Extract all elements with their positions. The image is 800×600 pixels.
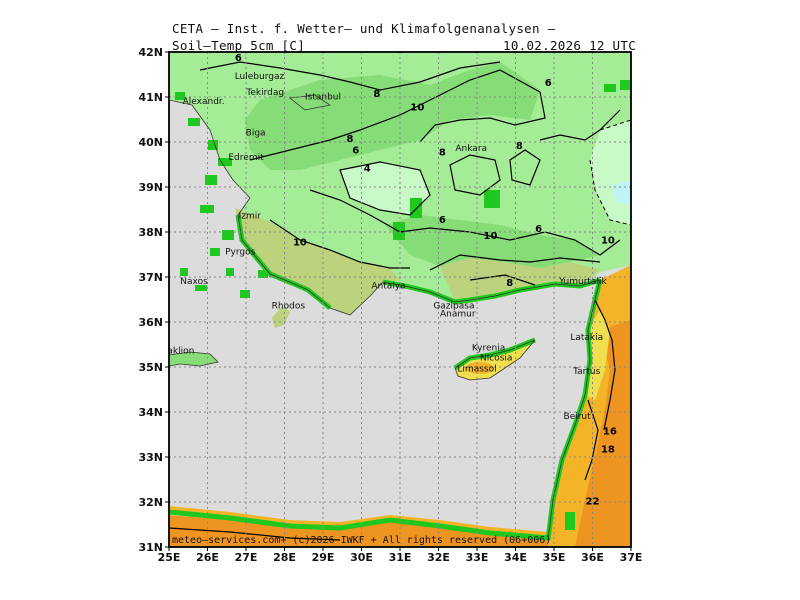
lon-tick-label: 31E [389,551,412,564]
lon-tick-label: 33E [466,551,489,564]
place-label: Istanbul [305,92,341,102]
lat-tick-label: 36N [138,316,163,329]
place-label: Latakia [570,333,603,343]
isotherm-label: 6 [235,53,242,64]
lon-tick-label: 30E [350,551,373,564]
lon-tick-label: 25E [158,551,181,564]
place-label: Edremit [228,153,264,163]
lat-tick-label: 35N [138,361,163,374]
map-body: Luleburgaz Tekirdag Istanbul Alexandr. Biga E… [151,52,631,547]
cyprus-warm-core [466,362,494,374]
isotherm-label: 10 [484,231,498,242]
crete-land [169,352,218,366]
place-label: Luleburgaz [235,72,285,82]
place-label: Ankara [455,144,487,154]
lat-tick-label: 38N [138,226,163,239]
lon-tick-label: 32E [427,551,450,564]
place-label: Pyrgos [225,248,256,258]
egypt-coast-warm [169,506,548,538]
place-label: Naxos [180,277,208,287]
isotherm-label: 8 [439,148,446,159]
place-label: Tekirdag [245,88,284,98]
isotherm-label: 4 [364,163,371,174]
place-label: Izmir [239,212,262,222]
temp-zone-4-6-plateau [340,162,430,215]
isotherm-label: 18 [601,445,615,456]
place-label: Nicosia [480,353,512,363]
place-label: Beirut [564,412,592,422]
isotherm-label: 8 [506,278,513,289]
place-label: Yumurtalik [558,277,607,287]
longitude-axis: 25E 26E 27E 28E 29E 30E 31E 32E 33E 34E 35E 36E 37E [158,547,643,564]
isotherm-label: 6 [545,78,552,89]
temp-zone-10-12-south [440,258,600,300]
lat-tick-label: 34N [138,406,163,419]
isotherm-label: 22 [586,496,600,507]
lat-tick-label: 41N [138,91,163,104]
lon-tick-label: 26E [196,551,219,564]
lon-tick-label: 35E [543,551,566,564]
graticule [169,52,631,547]
lat-tick-label: 40N [138,136,163,149]
lon-tick-label: 29E [312,551,335,564]
isotherm-label: 8 [373,89,380,100]
place-label: Alexandr. [183,97,225,107]
isotherm-label: 8 [346,134,353,145]
isotherm-label: 16 [603,427,617,438]
lat-tick-label: 32N [138,496,163,509]
place-label: Kyrenia [472,343,505,353]
isotherm-label: 6 [535,224,542,235]
isotherm-label: 10 [410,103,424,114]
place-label: Biga [246,128,266,138]
isotherm-label: 6 [439,215,446,226]
places-layer: Luleburgaz Tekirdag Istanbul Alexandr. Biga E… [151,72,607,422]
place-label: Gazipasa [433,302,474,312]
lon-tick-label: 27E [235,551,258,564]
lat-tick-label: 39N [138,181,163,194]
isotherm-label: 10 [601,235,615,246]
place-label: Heraklion [151,347,194,357]
isotherm-label: 6 [352,145,359,156]
cold-isotherm-dashed [589,119,631,226]
place-label: Anamur [440,310,476,320]
rhodes-land [272,306,290,328]
latitude-axis: 42N 41N 40N 39N 38N 37N 36N 35N 34N 33N 32N 31N [138,46,169,554]
temp-zone-coldest [612,180,631,205]
parameter-label: Soil—Temp 5cm [C] [172,38,306,53]
isotherm-label: 10 [293,238,307,249]
lon-tick-label: 37E [620,551,643,564]
lat-tick-label: 31N [138,541,163,554]
place-label: Tartus [572,367,600,377]
isotherm-label: 8 [516,141,523,152]
lat-tick-label: 33N [138,451,163,464]
lat-tick-label: 42N [138,46,163,59]
temp-zone-12-14-levant [585,310,610,400]
place-label: Limassol [457,365,496,375]
lat-tick-label: 37N [138,271,163,284]
lon-tick-label: 36E [581,551,604,564]
sinai-land [169,515,548,547]
map-title: CETA — Inst. f. Wetter— und Klimafolgena… [172,21,556,36]
footer-credit: meteo—services.com+ (c)2026 IWKF + All r… [172,535,551,546]
place-label: Rhodos [272,302,306,312]
place-label: Antalya [371,281,405,291]
valid-time: 10.02.2026 12 UTC [503,38,637,53]
temp-zone-10-12-west [235,208,400,315]
temp-zone-18-22 [575,320,631,547]
lon-tick-label: 28E [273,551,296,564]
lon-tick-label: 34E [504,551,527,564]
